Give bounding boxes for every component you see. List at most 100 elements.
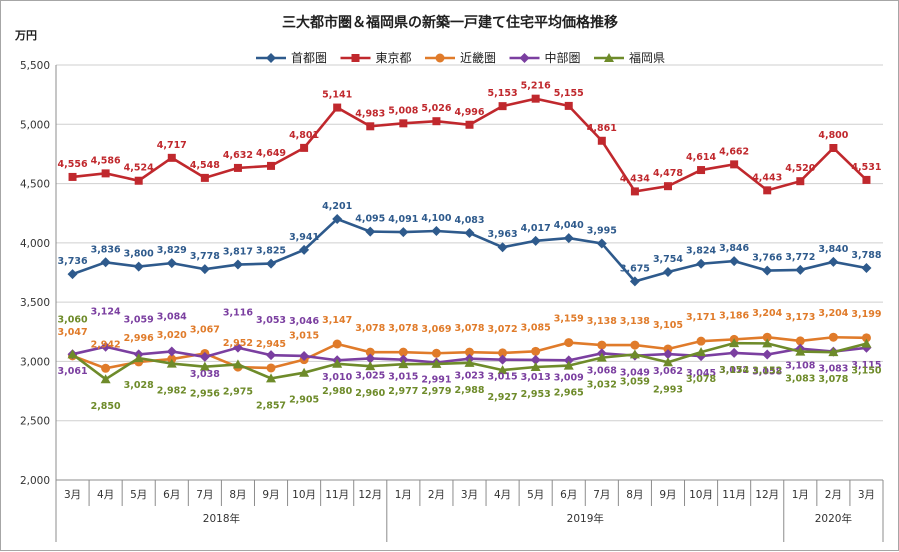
data-label: 2,942 — [91, 339, 121, 350]
data-label: 3,072 — [719, 365, 749, 376]
data-point — [67, 269, 78, 280]
data-point — [861, 338, 872, 348]
x-tick-label: 7月 — [593, 489, 610, 501]
data-point — [662, 357, 673, 367]
data-point — [101, 169, 110, 178]
data-point — [200, 173, 209, 182]
y-unit-label: 万円 — [14, 29, 37, 42]
data-label: 3,062 — [653, 366, 683, 377]
data-label: 3,788 — [851, 250, 881, 261]
data-label: 3,015 — [289, 331, 319, 342]
data-point — [365, 226, 376, 237]
data-point — [266, 373, 277, 383]
data-label: 3,778 — [190, 251, 220, 262]
data-label: 5,026 — [421, 103, 451, 114]
data-label: 3,059 — [620, 376, 650, 387]
data-point — [435, 53, 445, 63]
data-point — [299, 350, 310, 361]
data-label: 4,632 — [223, 150, 253, 161]
data-point — [365, 347, 375, 357]
data-label: 3,204 — [818, 308, 848, 319]
data-point — [68, 172, 77, 181]
legend-label: 中部圏 — [545, 50, 581, 65]
data-label: 3,124 — [91, 307, 121, 318]
data-point — [300, 143, 309, 152]
data-label: 4,717 — [157, 140, 187, 151]
data-label: 2,988 — [454, 385, 484, 396]
x-tick-label: 8月 — [229, 489, 246, 501]
data-label: 3,147 — [322, 315, 352, 326]
data-point — [266, 363, 276, 373]
data-label: 2,993 — [653, 384, 683, 395]
data-label: 3,083 — [818, 364, 848, 375]
data-label: 3,020 — [157, 330, 187, 341]
data-point — [663, 344, 673, 354]
x-tick-label: 4月 — [97, 489, 114, 501]
data-label: 3,069 — [421, 324, 451, 335]
data-label: 4,983 — [355, 108, 385, 119]
data-point — [133, 261, 144, 272]
axes: 2,000 2,500 3,000 3,500 4,000 4,500 5,000 5,500… — [20, 60, 884, 542]
data-point — [531, 346, 541, 356]
data-label: 4,095 — [355, 214, 385, 225]
data-label: 4,040 — [554, 220, 584, 231]
data-point — [133, 353, 144, 363]
data-label: 2,960 — [355, 388, 385, 399]
data-label: 3,736 — [58, 256, 88, 267]
data-label: 3,173 — [785, 312, 815, 323]
data-label: 2,977 — [388, 386, 418, 397]
data-point — [299, 244, 310, 255]
data-label: 4,996 — [454, 107, 484, 118]
data-point — [697, 166, 706, 175]
data-point — [729, 347, 740, 358]
data-point — [166, 346, 177, 357]
data-point — [729, 338, 740, 348]
data-point — [663, 182, 672, 191]
data-label: 3,015 — [488, 372, 518, 383]
data-label: 5,008 — [388, 105, 418, 116]
data-point — [199, 264, 210, 275]
data-label: 2,965 — [554, 388, 584, 399]
data-point — [829, 144, 838, 152]
data-label: 3,015 — [388, 372, 418, 383]
data-label: 2,975 — [223, 386, 253, 397]
data-label: 3,061 — [58, 366, 88, 377]
data-label: 3,116 — [223, 308, 253, 319]
data-point — [365, 361, 376, 371]
data-label: 3,171 — [686, 312, 716, 323]
data-point — [604, 53, 614, 62]
data-label: 4,100 — [421, 213, 451, 224]
x-tick-label: 3月 — [461, 489, 478, 501]
y-tick-label: 2,500 — [20, 416, 50, 428]
data-label: 3,010 — [322, 372, 352, 383]
data-point — [431, 226, 442, 236]
data-label: 3,152 — [752, 365, 782, 376]
data-point — [762, 265, 773, 276]
data-point — [266, 53, 276, 63]
chart-title: 三大都市圏＆福岡県の新築一戸建て住宅平均価格推移 — [282, 14, 618, 31]
data-label: 4,649 — [256, 148, 286, 159]
data-point — [662, 349, 673, 360]
y-tick-label: 3,000 — [20, 356, 50, 368]
data-point — [519, 53, 530, 63]
data-point — [563, 233, 574, 244]
data-point — [762, 332, 772, 342]
x-tick-label: 10月 — [292, 489, 316, 501]
data-label: 4,434 — [620, 173, 650, 184]
data-point — [497, 365, 508, 375]
x-tick-label: 8月 — [626, 489, 643, 501]
series-group — [67, 94, 872, 384]
x-tick-label: 9月 — [262, 489, 279, 501]
data-label: 3,028 — [124, 380, 154, 391]
data-label: 4,201 — [322, 201, 352, 212]
data-label: 2,927 — [488, 392, 518, 403]
data-label: 3,058 — [752, 367, 782, 378]
data-point — [730, 160, 739, 169]
data-point — [796, 177, 805, 186]
x-tick-label: 9月 — [659, 489, 676, 501]
y-tick-label: 4,500 — [20, 179, 50, 191]
data-label: 3,078 — [388, 323, 418, 334]
data-point — [762, 338, 773, 348]
data-label: 3,154 — [719, 365, 749, 376]
